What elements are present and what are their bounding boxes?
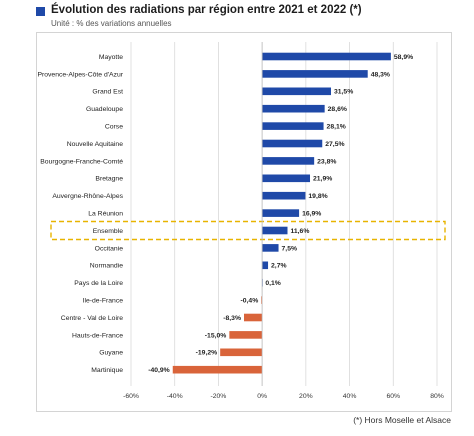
bar (262, 261, 269, 270)
value-label: 28,1% (327, 124, 346, 131)
bar (262, 191, 306, 200)
category-label: Mayotte (99, 54, 123, 61)
category-label: Auvergne-Rhône-Alpes (52, 193, 123, 200)
x-tick-label: 40% (343, 393, 357, 400)
value-label: 19,8% (308, 193, 327, 200)
bar (262, 104, 325, 113)
bar (262, 209, 300, 217)
bar (262, 122, 324, 130)
value-label: -8,3% (223, 315, 241, 322)
value-label: 58,9% (394, 54, 413, 61)
category-label: Nouvelle Aquitaine (67, 141, 124, 148)
category-label: Occitanie (95, 245, 124, 252)
chart-frame (36, 32, 452, 412)
value-label: 21,9% (313, 176, 332, 183)
value-label: 2,7% (271, 263, 287, 270)
x-tick-label: 0% (257, 393, 267, 400)
value-label: 7,5% (282, 245, 298, 252)
value-label: 27,5% (325, 141, 344, 148)
x-tick-label: 80% (430, 393, 444, 400)
category-label: La Réunion (88, 211, 123, 218)
footnote: (*) Hors Moselle et Alsace (353, 415, 451, 425)
bar (262, 139, 323, 148)
category-label: Bretagne (95, 176, 123, 183)
x-tick-label: 20% (299, 393, 313, 400)
bar (262, 52, 391, 61)
value-label: 0,1% (265, 280, 281, 287)
category-label: Provence-Alpes-Côte d'Azur (37, 71, 123, 78)
value-label: 16,9% (302, 211, 321, 218)
bar (262, 157, 315, 165)
value-label: 23,8% (317, 158, 336, 165)
x-tick-label: -40% (167, 393, 183, 400)
x-tick-label: -20% (210, 393, 226, 400)
bar (262, 226, 288, 235)
bar (244, 313, 263, 322)
bar (262, 244, 279, 252)
highlight-box (50, 220, 446, 241)
value-label: -0,4% (241, 298, 259, 305)
bar (220, 348, 263, 357)
category-label: Hauts-de-France (72, 332, 123, 339)
chart-subtitle: Unité : % des variations annuelles (51, 19, 172, 28)
x-tick-label: 60% (386, 393, 400, 400)
category-label: Pays de la Loire (74, 280, 123, 287)
value-label: -40,9% (148, 367, 170, 374)
category-label: Guadeloupe (86, 106, 123, 113)
bar (172, 365, 263, 374)
category-label: Normandie (90, 263, 123, 270)
category-label: Bourgogne-Franche-Comté (40, 158, 123, 165)
category-label: Corse (105, 124, 123, 131)
value-label: 11,6% (290, 228, 309, 235)
category-label: Martinique (91, 367, 123, 374)
value-label: 28,6% (328, 106, 347, 113)
category-label: Centre - Val de Loire (61, 315, 123, 322)
bar (261, 296, 263, 304)
chart-title: Évolution des radiations par région entr… (51, 4, 362, 16)
x-tick-label: -60% (123, 393, 139, 400)
category-label: Ensemble (93, 228, 123, 235)
bar (262, 70, 368, 78)
value-label: 31,5% (334, 89, 353, 96)
title-square-icon (36, 7, 45, 16)
value-label: -15,0% (205, 332, 227, 339)
bar (262, 87, 331, 96)
bar (229, 331, 263, 339)
category-label: Grand Est (92, 89, 123, 96)
category-label: Guyane (99, 350, 123, 357)
category-label: Ile-de-France (83, 298, 124, 305)
value-label: -19,2% (196, 350, 218, 357)
value-label: 48,3% (371, 71, 390, 78)
bar (262, 174, 311, 183)
